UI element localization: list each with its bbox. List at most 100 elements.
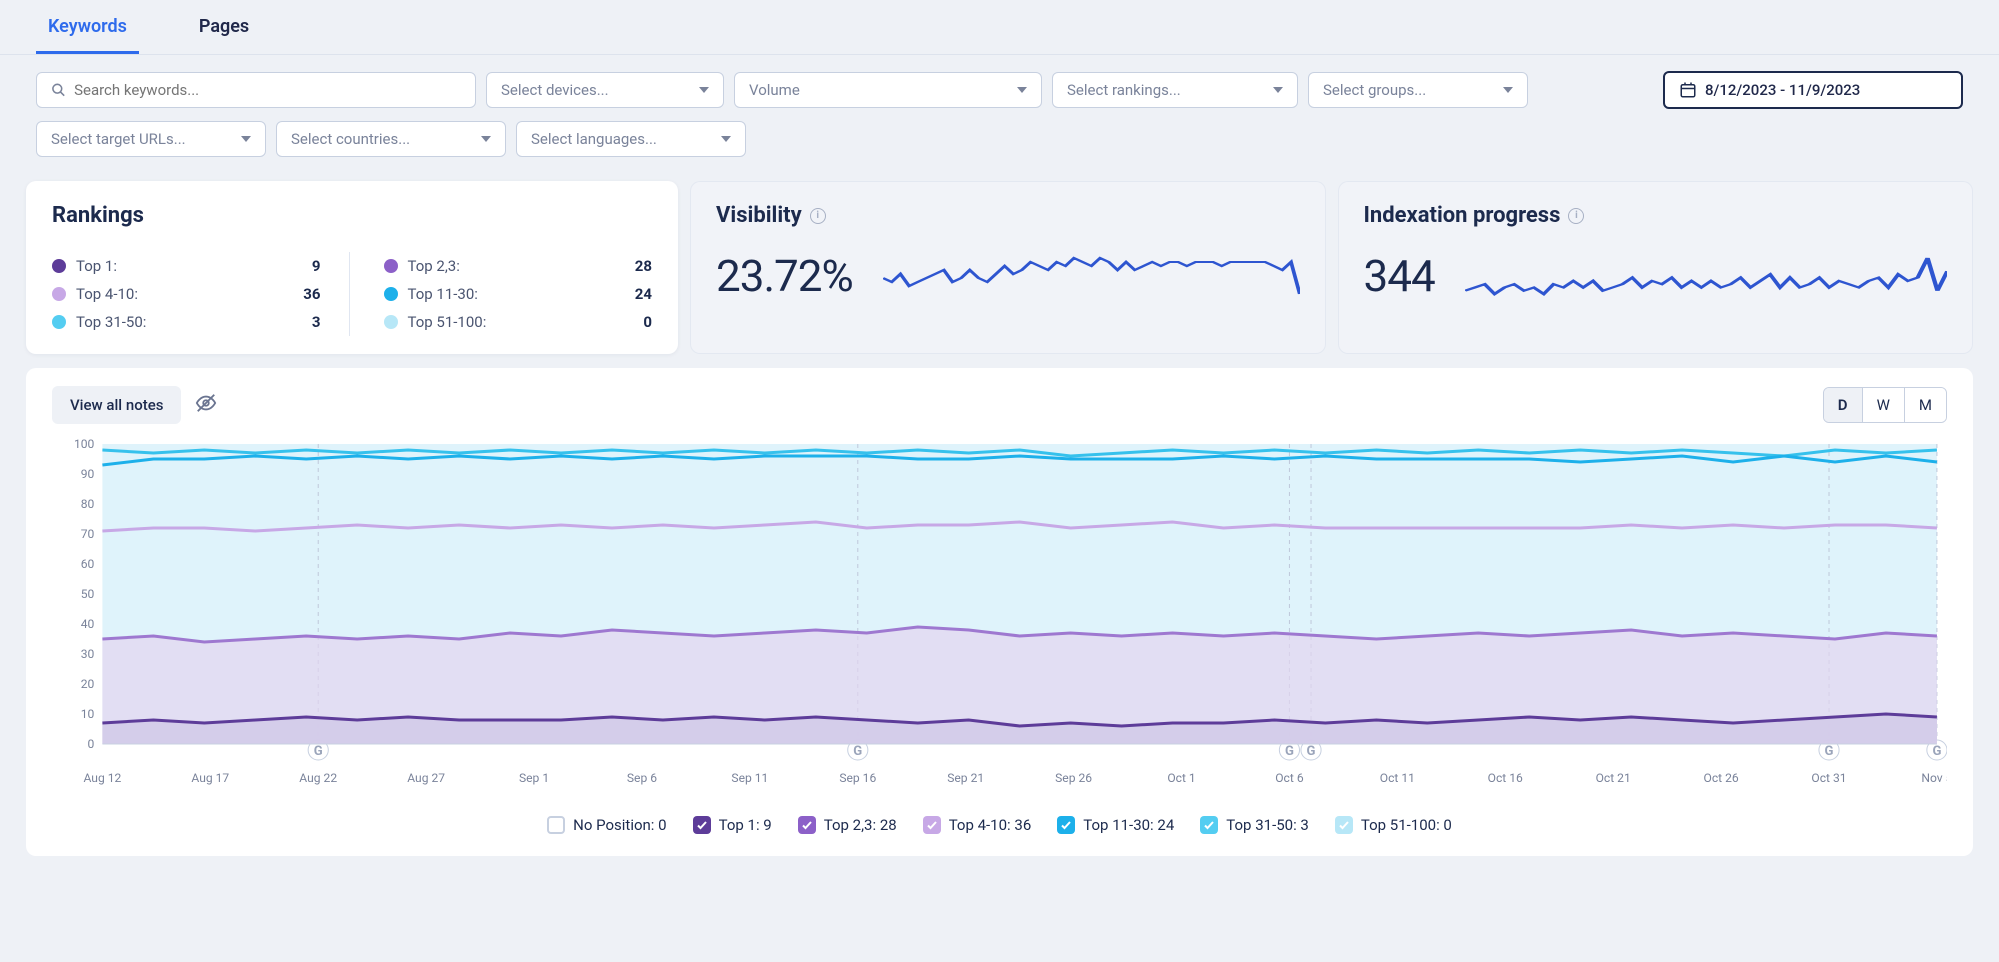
tab-keywords[interactable]: Keywords	[36, 0, 139, 54]
legend-checkbox[interactable]	[798, 816, 816, 834]
legend-item[interactable]: Top 2,3: 28	[798, 816, 897, 834]
rankings-chart: 0102030405060708090100GGGGGGAug 12Aug 17…	[52, 438, 1947, 794]
view-all-notes-button[interactable]: View all notes	[52, 386, 181, 424]
select-languages-label: Select languages...	[531, 130, 657, 148]
svg-text:Aug 22: Aug 22	[299, 771, 337, 785]
legend-label: Top 2,3: 28	[824, 816, 897, 834]
rank-label: Top 31-50:	[76, 313, 146, 331]
legend-checkbox[interactable]	[923, 816, 941, 834]
select-target-urls[interactable]: Select target URLs...	[36, 121, 266, 157]
svg-text:G: G	[1307, 744, 1316, 759]
svg-text:80: 80	[81, 497, 95, 511]
select-rankings-label: Select rankings...	[1067, 81, 1181, 99]
legend-checkbox[interactable]	[1335, 816, 1353, 834]
indexation-title: Indexation progress	[1364, 203, 1561, 228]
legend-label: Top 11-30: 24	[1083, 816, 1174, 834]
color-dot	[52, 259, 66, 273]
chevron-down-icon	[721, 136, 731, 142]
legend-item[interactable]: No Position: 0	[547, 816, 666, 834]
rank-label: Top 51-100:	[408, 313, 487, 331]
select-rankings[interactable]: Select rankings...	[1052, 72, 1298, 108]
svg-text:Sep 21: Sep 21	[947, 771, 984, 785]
svg-text:70: 70	[81, 527, 95, 541]
chevron-down-icon	[1503, 87, 1513, 93]
legend-checkbox[interactable]	[1200, 816, 1218, 834]
rank-value: 24	[635, 285, 652, 303]
svg-text:Sep 1: Sep 1	[519, 771, 549, 785]
legend-item[interactable]: Top 31-50: 3	[1200, 816, 1309, 834]
info-icon[interactable]: i	[1568, 208, 1584, 224]
select-languages[interactable]: Select languages...	[516, 121, 746, 157]
rankings-chart-section: View all notes D W M 0102030405060708090…	[26, 368, 1973, 856]
svg-text:40: 40	[81, 617, 95, 631]
legend-checkbox[interactable]	[1057, 816, 1075, 834]
indexation-panel: Indexation progress i 344	[1338, 181, 1974, 354]
select-countries[interactable]: Select countries...	[276, 121, 506, 157]
rank-value: 9	[312, 257, 321, 275]
date-range-picker[interactable]: 8/12/2023 - 11/9/2023	[1663, 71, 1963, 109]
ranking-legend-item: Top 51-100: 0	[384, 308, 653, 336]
segment-month[interactable]: M	[1904, 388, 1946, 422]
search-keywords-field[interactable]	[74, 81, 461, 99]
legend-label: Top 31-50: 3	[1226, 816, 1309, 834]
legend-item[interactable]: Top 11-30: 24	[1057, 816, 1174, 834]
svg-text:G: G	[853, 744, 862, 759]
rank-value: 0	[643, 313, 652, 331]
legend-checkbox[interactable]	[547, 816, 565, 834]
visibility-title: Visibility	[716, 203, 802, 228]
chart-legend: No Position: 0 Top 1: 9 Top 2,3: 28 Top 4-1…	[52, 816, 1947, 834]
ranking-legend-item: Top 4-10:36	[52, 280, 321, 308]
legend-label: No Position: 0	[573, 816, 666, 834]
select-groups-label: Select groups...	[1323, 81, 1426, 99]
color-dot	[52, 315, 66, 329]
rank-value: 3	[312, 313, 321, 331]
segment-week[interactable]: W	[1862, 388, 1904, 422]
svg-text:G: G	[1825, 744, 1834, 759]
rankings-title: Rankings	[52, 203, 652, 228]
select-volume[interactable]: Volume	[734, 72, 1042, 108]
calendar-icon	[1679, 81, 1697, 99]
svg-text:G: G	[1285, 744, 1294, 759]
tab-pages[interactable]: Pages	[187, 0, 261, 54]
legend-label: Top 4-10: 36	[949, 816, 1032, 834]
svg-text:G: G	[1932, 744, 1941, 759]
color-dot	[384, 315, 398, 329]
tabs: Keywords Pages	[0, 0, 1999, 55]
search-keywords-input[interactable]	[36, 72, 476, 108]
svg-text:Oct 16: Oct 16	[1488, 771, 1523, 785]
svg-text:20: 20	[81, 677, 95, 691]
segment-day[interactable]: D	[1824, 388, 1862, 422]
svg-text:Aug 27: Aug 27	[407, 771, 445, 785]
ranking-legend-item: Top 2,3:28	[384, 252, 653, 280]
select-groups[interactable]: Select groups...	[1308, 72, 1528, 108]
svg-text:100: 100	[74, 438, 95, 451]
legend-checkbox[interactable]	[693, 816, 711, 834]
visibility-sparkline	[883, 254, 1300, 298]
legend-label: Top 51-100: 0	[1361, 816, 1452, 834]
select-volume-label: Volume	[749, 81, 800, 99]
info-icon[interactable]: i	[810, 208, 826, 224]
svg-text:Oct 6: Oct 6	[1275, 771, 1304, 785]
svg-text:Sep 26: Sep 26	[1055, 771, 1092, 785]
visibility-toggle-icon[interactable]	[195, 392, 217, 419]
chevron-down-icon	[481, 136, 491, 142]
select-devices[interactable]: Select devices...	[486, 72, 724, 108]
legend-label: Top 1: 9	[719, 816, 772, 834]
svg-text:Sep 11: Sep 11	[731, 771, 768, 785]
svg-text:Nov 5: Nov 5	[1921, 771, 1947, 785]
rank-label: Top 1:	[76, 257, 117, 275]
svg-text:90: 90	[81, 467, 95, 481]
svg-text:Oct 11: Oct 11	[1380, 771, 1415, 785]
legend-item[interactable]: Top 4-10: 36	[923, 816, 1032, 834]
rank-label: Top 4-10:	[76, 285, 138, 303]
svg-text:G: G	[314, 744, 323, 759]
legend-item[interactable]: Top 51-100: 0	[1335, 816, 1452, 834]
svg-text:Oct 26: Oct 26	[1704, 771, 1739, 785]
svg-text:Oct 31: Oct 31	[1811, 771, 1846, 785]
legend-item[interactable]: Top 1: 9	[693, 816, 772, 834]
visibility-panel: Visibilityi 23.72%	[690, 181, 1326, 354]
svg-text:Aug 17: Aug 17	[191, 771, 229, 785]
rank-value: 28	[635, 257, 652, 275]
indexation-value: 344	[1364, 250, 1435, 302]
rankings-panel: Rankings Top 1: 9 Top 4-10:36 Top 31-50: 3 To…	[26, 181, 678, 354]
